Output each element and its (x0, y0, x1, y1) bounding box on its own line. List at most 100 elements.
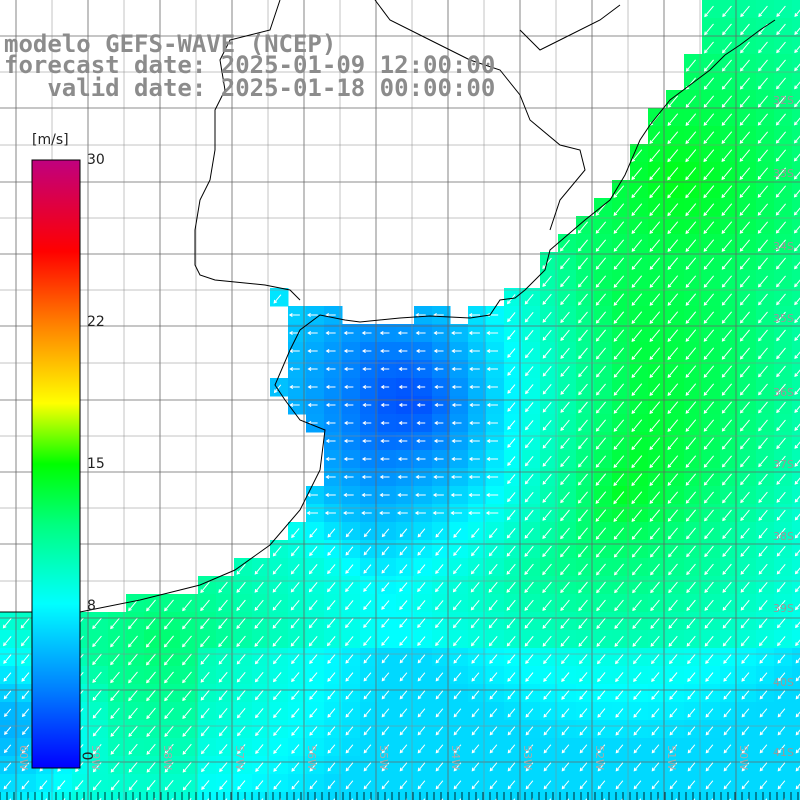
wind-arrow (435, 618, 444, 628)
field-cell (540, 792, 559, 800)
wind-arrow (237, 726, 246, 736)
wind-arrow-head (793, 211, 798, 216)
wind-arrow-head (667, 482, 672, 486)
wind-arrow-head (739, 140, 744, 144)
wind-arrow-head (595, 391, 600, 396)
wind-arrow-head (380, 421, 385, 425)
wind-arrow-head (578, 625, 583, 629)
wind-arrow-head (758, 301, 762, 306)
wind-arrow-head (415, 475, 420, 479)
wind-arrow (615, 654, 624, 664)
wind-arrow-head (615, 785, 620, 790)
uruguay-border (374, 0, 586, 231)
wind-arrow (759, 618, 768, 628)
wind-arrow (381, 654, 390, 664)
wind-arrow-head (507, 444, 511, 448)
wind-arrow (613, 239, 625, 252)
wind-arrow-head (631, 266, 636, 270)
wind-arrow (435, 744, 444, 754)
wind-arrow-head (649, 410, 654, 415)
wind-arrow-head (506, 589, 511, 593)
wind-arrow (776, 419, 786, 431)
wind-arrow-head (577, 283, 582, 288)
wind-arrow (182, 707, 192, 719)
wind-arrow-head (489, 767, 494, 772)
wind-arrow (667, 437, 679, 450)
wind-arrow (525, 780, 534, 790)
wind-arrow (703, 293, 715, 306)
wind-arrow (200, 653, 210, 665)
wind-arrow (777, 563, 786, 575)
wind-arrow-head (703, 356, 708, 360)
wind-arrow-head (343, 367, 348, 371)
wind-arrow-head (363, 588, 367, 592)
wind-arrow-head (795, 677, 800, 682)
wind-arrow-head (633, 767, 638, 772)
wind-arrow (345, 546, 354, 556)
wind-arrow-head (326, 624, 331, 629)
wind-arrow-head (667, 338, 672, 342)
wind-arrow (255, 744, 264, 754)
field-cell (792, 306, 800, 325)
wind-arrow-head (595, 319, 600, 324)
wind-arrow-head (758, 355, 762, 360)
wind-arrow (327, 654, 336, 664)
wind-arrow (507, 312, 516, 322)
wind-arrow-head (488, 624, 493, 629)
wind-arrow-head (470, 624, 475, 629)
wind-arrow-head (794, 103, 798, 108)
wind-arrow-head (669, 767, 674, 772)
wind-arrow-head (3, 749, 8, 754)
wind-arrow (345, 708, 354, 718)
wind-arrow-head (777, 713, 782, 718)
wind-arrow (758, 473, 768, 485)
wind-arrow-head (595, 265, 600, 270)
field-cell (594, 792, 613, 800)
wind-arrow-head (3, 677, 8, 682)
wind-arrow (703, 329, 715, 342)
wind-arrow-head (739, 85, 744, 90)
wind-arrow (399, 546, 408, 556)
wind-arrow (219, 780, 228, 790)
wind-arrow-head (704, 642, 709, 647)
field-cell (702, 792, 721, 800)
wind-arrow (739, 203, 751, 216)
wind-arrow (471, 546, 480, 556)
wind-arrow-head (615, 767, 620, 772)
wind-arrow (327, 546, 336, 556)
wind-arrow (686, 635, 696, 647)
wind-arrow (631, 419, 643, 432)
wind-arrow (704, 455, 715, 468)
wind-arrow (776, 95, 786, 108)
wind-arrow-head (775, 139, 780, 144)
wind-arrow (685, 149, 697, 162)
wind-arrow-head (793, 193, 798, 198)
wind-arrow-head (561, 785, 566, 790)
wind-arrow (381, 708, 390, 718)
wind-arrow-head (450, 475, 455, 479)
wind-arrow-head (164, 786, 169, 791)
wind-arrow (4, 726, 12, 735)
wind-arrow (741, 654, 750, 664)
wind-arrow-head (471, 695, 476, 700)
wind-arrow-head (685, 517, 690, 522)
wind-arrow-head (705, 749, 710, 754)
wind-arrow-head (739, 265, 744, 270)
wind-arrow (417, 708, 426, 718)
wind-arrow (578, 527, 588, 540)
wind-arrow-head (759, 677, 764, 682)
wind-arrow (722, 347, 733, 360)
field-cell (162, 792, 181, 800)
wind-arrow-head (272, 570, 277, 575)
wind-arrow (631, 437, 643, 450)
wind-arrow-head (668, 571, 672, 576)
wind-arrow (542, 599, 552, 611)
wind-arrow-head (632, 607, 636, 612)
wind-arrow-head (651, 696, 655, 700)
wind-arrow-head (649, 392, 654, 397)
wind-arrow-head (650, 571, 654, 576)
wind-arrow-head (740, 499, 744, 504)
wind-arrow-head (291, 660, 295, 665)
wind-arrow-head (560, 642, 565, 647)
wind-arrow-head (758, 624, 763, 629)
